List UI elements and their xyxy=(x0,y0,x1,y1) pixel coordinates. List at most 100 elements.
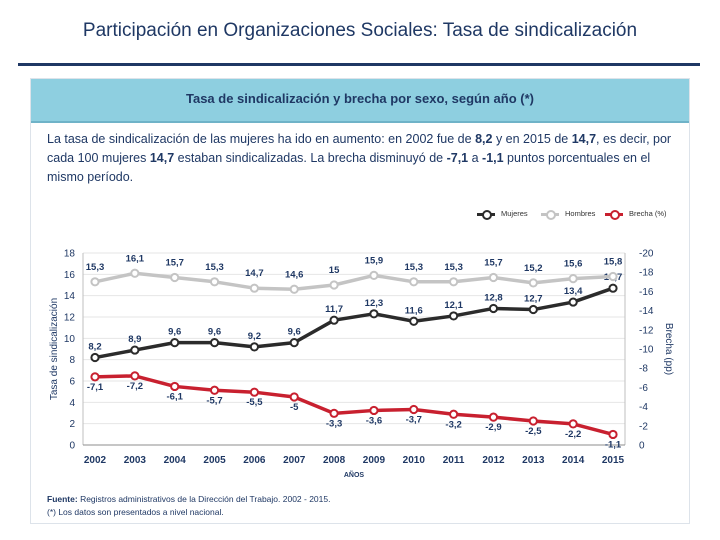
data-point-mujeres xyxy=(449,311,459,321)
data-point-brecha xyxy=(90,372,100,382)
y2-tick-label: -14 xyxy=(639,306,654,317)
legend-label-hombres: Hombres xyxy=(565,209,596,218)
data-point-mujeres xyxy=(329,315,339,325)
data-point-hombres xyxy=(369,270,379,281)
title-divider xyxy=(18,63,700,66)
data-label-brecha: -2,9 xyxy=(485,422,501,433)
data-label-brecha: -5,7 xyxy=(206,395,222,406)
data-label-brecha: -6,1 xyxy=(167,391,184,402)
x-tick-label: 2015 xyxy=(602,455,625,466)
data-point-hombres xyxy=(170,272,180,283)
x-tick-label: 2008 xyxy=(323,455,346,466)
data-point-hombres xyxy=(488,272,499,283)
data-point-hombres xyxy=(568,274,578,284)
y-tick-label: 0 xyxy=(69,441,75,452)
x-tick-label: 2005 xyxy=(203,455,226,466)
data-point-hombres xyxy=(329,280,339,290)
data-label-brecha: -5,5 xyxy=(246,397,263,408)
data-point-mujeres xyxy=(369,309,379,319)
y-tick-label: 6 xyxy=(69,377,75,388)
data-point-mujeres xyxy=(209,338,220,348)
intro-value-3: 14,7 xyxy=(149,151,175,165)
source-text: Registros administrativos de la Direcció… xyxy=(77,494,331,504)
data-label-brecha: -2,2 xyxy=(565,429,581,440)
data-label-hombres: 15,3 xyxy=(444,262,463,273)
intro-text-6: puntos porcentuales en el mismo período. xyxy=(47,151,651,184)
series-line-mujeres xyxy=(94,286,614,360)
x-tick-label: 2010 xyxy=(403,455,426,466)
data-label-mujeres: 11,6 xyxy=(405,305,423,316)
data-point-hombres xyxy=(249,283,259,293)
y-tick-label: 4 xyxy=(69,398,75,409)
data-point-mujeres xyxy=(130,345,140,355)
chart-footer: Fuente: Registros administrativos de la … xyxy=(47,493,677,519)
data-point-brecha xyxy=(449,409,459,419)
data-label-mujeres: 8,9 xyxy=(128,334,141,345)
data-label-mujeres: 9,6 xyxy=(168,327,181,338)
series-line-hombres xyxy=(94,271,614,292)
data-point-mujeres xyxy=(488,303,499,314)
y-axis-title: Tasa de sindicalización xyxy=(49,298,60,400)
y2-tick-label: -4 xyxy=(639,402,648,413)
data-point-hombres xyxy=(449,277,459,287)
data-label-hombres: 15,3 xyxy=(205,262,224,273)
y2-axis-title: Brecha (pp) xyxy=(663,323,674,375)
data-point-brecha xyxy=(249,387,259,397)
y2-tick-label: -10 xyxy=(639,345,654,356)
data-label-hombres: 16,1 xyxy=(126,253,145,264)
data-label-hombres: 15,2 xyxy=(524,263,543,274)
panel-header: Tasa de sindicalización y brecha por sex… xyxy=(31,79,689,123)
data-point-brecha xyxy=(409,404,419,415)
intro-text-3: , es decir, por cada 100 mujeres xyxy=(47,132,672,165)
intro-text-1: La tasa de sindicalización de las mujere… xyxy=(47,132,476,146)
x-tick-label: 2009 xyxy=(363,455,386,466)
data-label-mujeres: 12,8 xyxy=(484,292,503,303)
data-label-brecha: -3,6 xyxy=(366,415,382,426)
data-label-brecha: -3,2 xyxy=(445,419,461,430)
data-label-hombres: 15,6 xyxy=(564,259,583,270)
x-tick-label: 2013 xyxy=(522,455,545,466)
y2-tick-label: -18 xyxy=(639,268,654,279)
data-point-brecha xyxy=(130,371,140,381)
data-point-mujeres xyxy=(289,338,299,348)
data-point-brecha xyxy=(289,392,299,402)
data-label-hombres: 15,7 xyxy=(484,258,503,269)
legend-marker-brecha xyxy=(610,210,620,220)
data-label-brecha: -7,1 xyxy=(87,382,104,393)
legend-marker-hombres xyxy=(546,210,556,220)
intro-value-4: -7,1 xyxy=(446,151,469,165)
data-point-mujeres xyxy=(568,297,578,307)
data-point-hombres xyxy=(130,268,140,278)
x-tick-label: 2014 xyxy=(562,455,585,466)
y-tick-label: 18 xyxy=(64,249,76,260)
data-label-brecha: -7,2 xyxy=(127,381,143,392)
x-tick-label: 2007 xyxy=(283,455,306,466)
x-tick-label: 2006 xyxy=(243,455,266,466)
data-label-hombres: 15,7 xyxy=(165,258,184,269)
legend-label-brecha: Brecha (%) xyxy=(629,209,667,218)
legend-label-mujeres: Mujeres xyxy=(501,209,528,218)
y2-tick-label: -16 xyxy=(639,287,654,298)
intro-text-2: y en 2015 de xyxy=(492,132,572,146)
intro-text-5: a xyxy=(468,151,483,165)
data-point-mujeres xyxy=(170,338,180,348)
data-point-mujeres xyxy=(90,352,100,363)
panel-header-title: Tasa de sindicalización y brecha por sex… xyxy=(186,91,534,106)
x-tick-label: 2004 xyxy=(164,455,187,466)
line-chart: 0 2 4 6 8 10 12 14 16 18 0 -2 -4 -6 -8 -10 -12 -14 -16 -18 -… xyxy=(49,249,674,480)
data-point-hombres xyxy=(289,284,299,294)
data-label-mujeres: 9,6 xyxy=(208,327,221,338)
intro-paragraph: La tasa de sindicalización de las mujere… xyxy=(47,130,677,187)
intro-value-2: 14,7 xyxy=(571,132,597,146)
legend-marker-mujeres xyxy=(482,210,492,220)
y2-tick-label: -20 xyxy=(639,249,654,260)
intro-value-5: -1,1 xyxy=(482,151,504,165)
data-point-mujeres xyxy=(409,316,419,326)
chart-panel: Tasa de sindicalización y brecha por sex… xyxy=(30,78,690,524)
y2-tick-label: -12 xyxy=(639,325,654,336)
data-label-hombres: 15,3 xyxy=(405,262,424,273)
slide-title: Participación en Organizaciones Sociales… xyxy=(82,20,638,41)
x-tick-label: 2012 xyxy=(482,455,505,466)
source-label: Fuente: xyxy=(47,494,78,504)
data-point-brecha xyxy=(170,381,180,392)
